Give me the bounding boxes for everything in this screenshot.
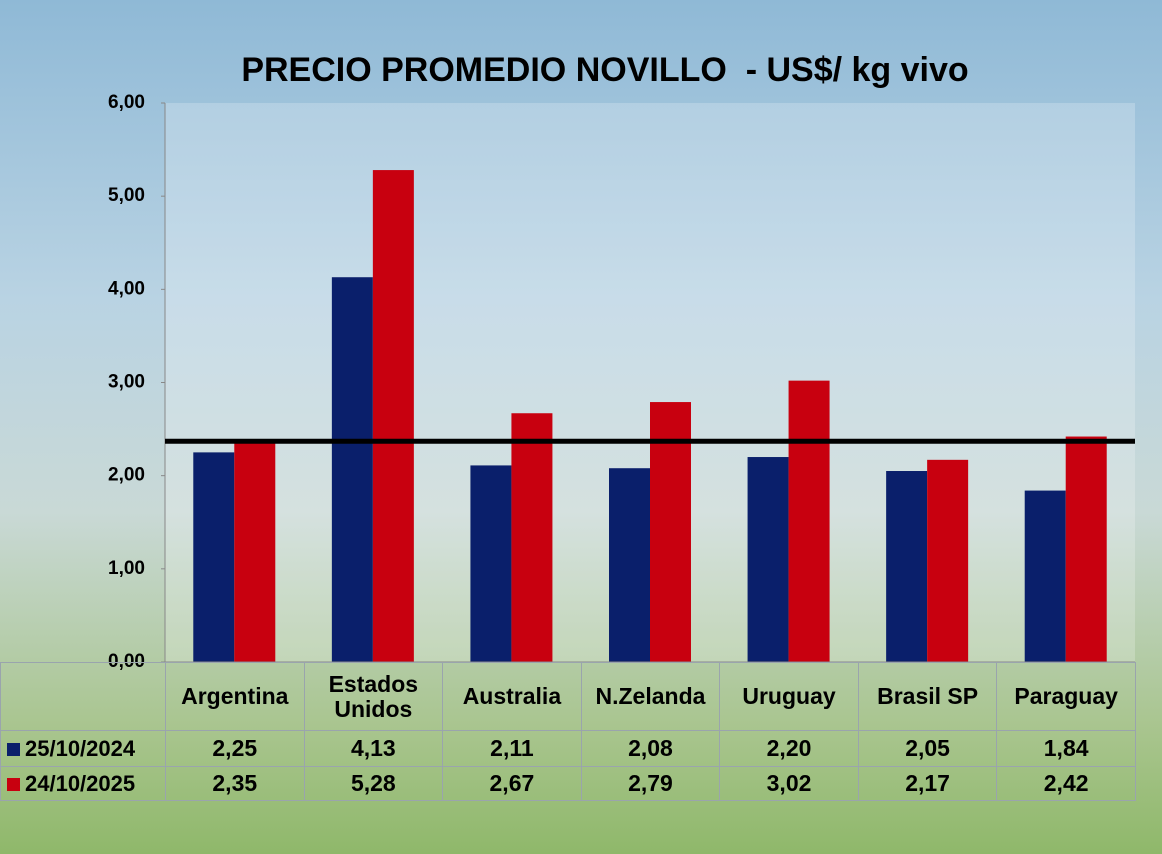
data-table: Argentina Estados Unidos Australia N.Zeland… (0, 662, 1136, 801)
bar (372, 170, 414, 662)
y-tick-label: 1,00 (108, 558, 145, 579)
value-label: 5,28 (303, 766, 444, 801)
bar (193, 452, 235, 662)
value-label: 2,20 (719, 730, 859, 767)
value-label: 4,13 (303, 730, 444, 767)
chart-title: PRECIO PROMEDIO NOVILLO - US$/ kg vivo (241, 51, 968, 89)
value-label: 2,25 (165, 730, 305, 767)
bar (788, 380, 830, 662)
value-label: 2,35 (165, 766, 305, 801)
bar (747, 457, 789, 662)
x-tick-label: Argentina (165, 662, 305, 731)
table-body: Argentina Estados Unidos Australia N.Zeland… (0, 662, 1136, 801)
x-tick-label: Estados Unidos (303, 662, 444, 731)
bar (609, 468, 650, 662)
value-label: 2,42 (996, 766, 1136, 801)
x-tick-label: Australia (442, 662, 582, 731)
bar (511, 413, 553, 662)
legend-swatch (7, 743, 20, 756)
x-tick-label: Paraguay (996, 662, 1136, 731)
y-tick-label: 5,00 (108, 185, 145, 206)
bar (1065, 436, 1107, 662)
legend-label: 25/10/2024 (25, 736, 136, 761)
value-label: 3,02 (719, 766, 859, 801)
bar (650, 402, 691, 662)
legend-swatch (7, 778, 20, 791)
value-label: 2,79 (580, 766, 721, 801)
value-label: 2,17 (857, 766, 998, 801)
y-tick-label: 2,00 (108, 465, 145, 486)
table-corner (0, 662, 166, 731)
value-label: 1,84 (996, 730, 1136, 767)
y-tick-label: 6,00 (108, 92, 145, 113)
x-tick-label: Uruguay (719, 662, 859, 731)
bar (470, 465, 512, 662)
table-header-row: Argentina Estados Unidos Australia N.Zeland… (0, 662, 1136, 731)
table-row: 24/10/2025 2,35 5,28 2,67 2,79 3,02 2,17 2,42 (0, 766, 1136, 801)
table-row: 25/10/2024 2,25 4,13 2,11 2,08 2,20 2,05 1,84 (0, 730, 1136, 767)
bar (927, 459, 969, 662)
legend-item: 25/10/2024 (0, 730, 166, 767)
y-tick-label: 3,00 (108, 372, 145, 393)
bar (1024, 490, 1066, 662)
value-label: 2,11 (442, 730, 582, 767)
value-label: 2,08 (580, 730, 721, 767)
value-label: 2,67 (442, 766, 582, 801)
bar (886, 471, 928, 662)
legend-label: 24/10/2025 (25, 771, 136, 796)
bar (331, 277, 373, 662)
y-tick-label: 4,00 (108, 278, 145, 299)
value-label: 2,05 (857, 730, 998, 767)
x-tick-label: Brasil SP (857, 662, 998, 731)
legend-item: 24/10/2025 (0, 766, 166, 801)
bar (234, 443, 276, 662)
x-tick-label: N.Zelanda (580, 662, 721, 731)
